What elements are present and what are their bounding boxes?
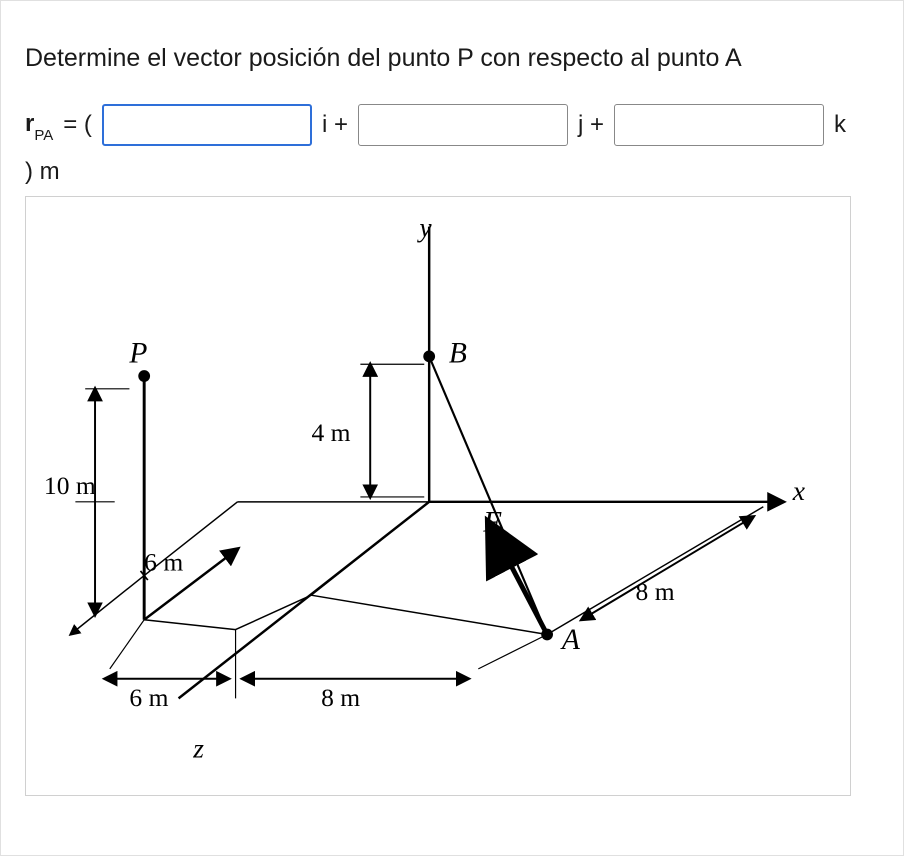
z-axis-label: z [192, 732, 204, 763]
formula-row: rPA = ( i + j + k [25, 104, 879, 146]
input-i-component[interactable] [102, 104, 312, 146]
input-j-component[interactable] [358, 104, 568, 146]
input-k-component[interactable] [614, 104, 824, 146]
y-axis-label: y [416, 211, 432, 242]
dim-8m-lower-text: 8 m [321, 683, 360, 712]
force-f-arrow [493, 531, 547, 634]
floor-edge-2b [70, 576, 144, 635]
floor-ext-1 [110, 620, 144, 669]
floor-edge-3 [311, 502, 429, 595]
cable-b-a [429, 356, 547, 634]
lhs-sub: PA [34, 127, 53, 144]
dim-10m-text: 10 m [44, 471, 96, 500]
dim-6m-lower-text: 6 m [129, 683, 168, 712]
lhs-symbol: r [25, 110, 34, 137]
floor-edge-4 [311, 595, 547, 634]
label-b: B [449, 337, 467, 369]
diagram-svg: y x z P 10 m B 4 m 6 m [36, 207, 842, 777]
label-p: P [128, 337, 147, 369]
floor-edge-7 [144, 620, 235, 630]
floor-edge-5 [547, 507, 763, 635]
point-p [138, 370, 150, 382]
dim-8m-right-text: 8 m [636, 577, 675, 606]
j-plus-label: j + [578, 111, 604, 139]
question-text: Determine el vector posición del punto P… [25, 41, 879, 76]
equals-open-paren: = ( [63, 111, 92, 139]
diagram-container: y x z P 10 m B 4 m 6 m [25, 196, 851, 796]
i-plus-label: i + [322, 111, 348, 139]
lhs: rPA [25, 110, 53, 141]
closing-paren-units: ) m [25, 158, 879, 186]
floor-edge-2 [144, 502, 237, 576]
dim-4m-text: 4 m [312, 418, 351, 447]
label-a: A [560, 624, 581, 656]
k-label: k [834, 111, 846, 139]
floor-ext-2 [478, 635, 547, 669]
x-axis-label: x [792, 475, 805, 506]
dim-6m-upper-text: 6 m [144, 548, 183, 577]
